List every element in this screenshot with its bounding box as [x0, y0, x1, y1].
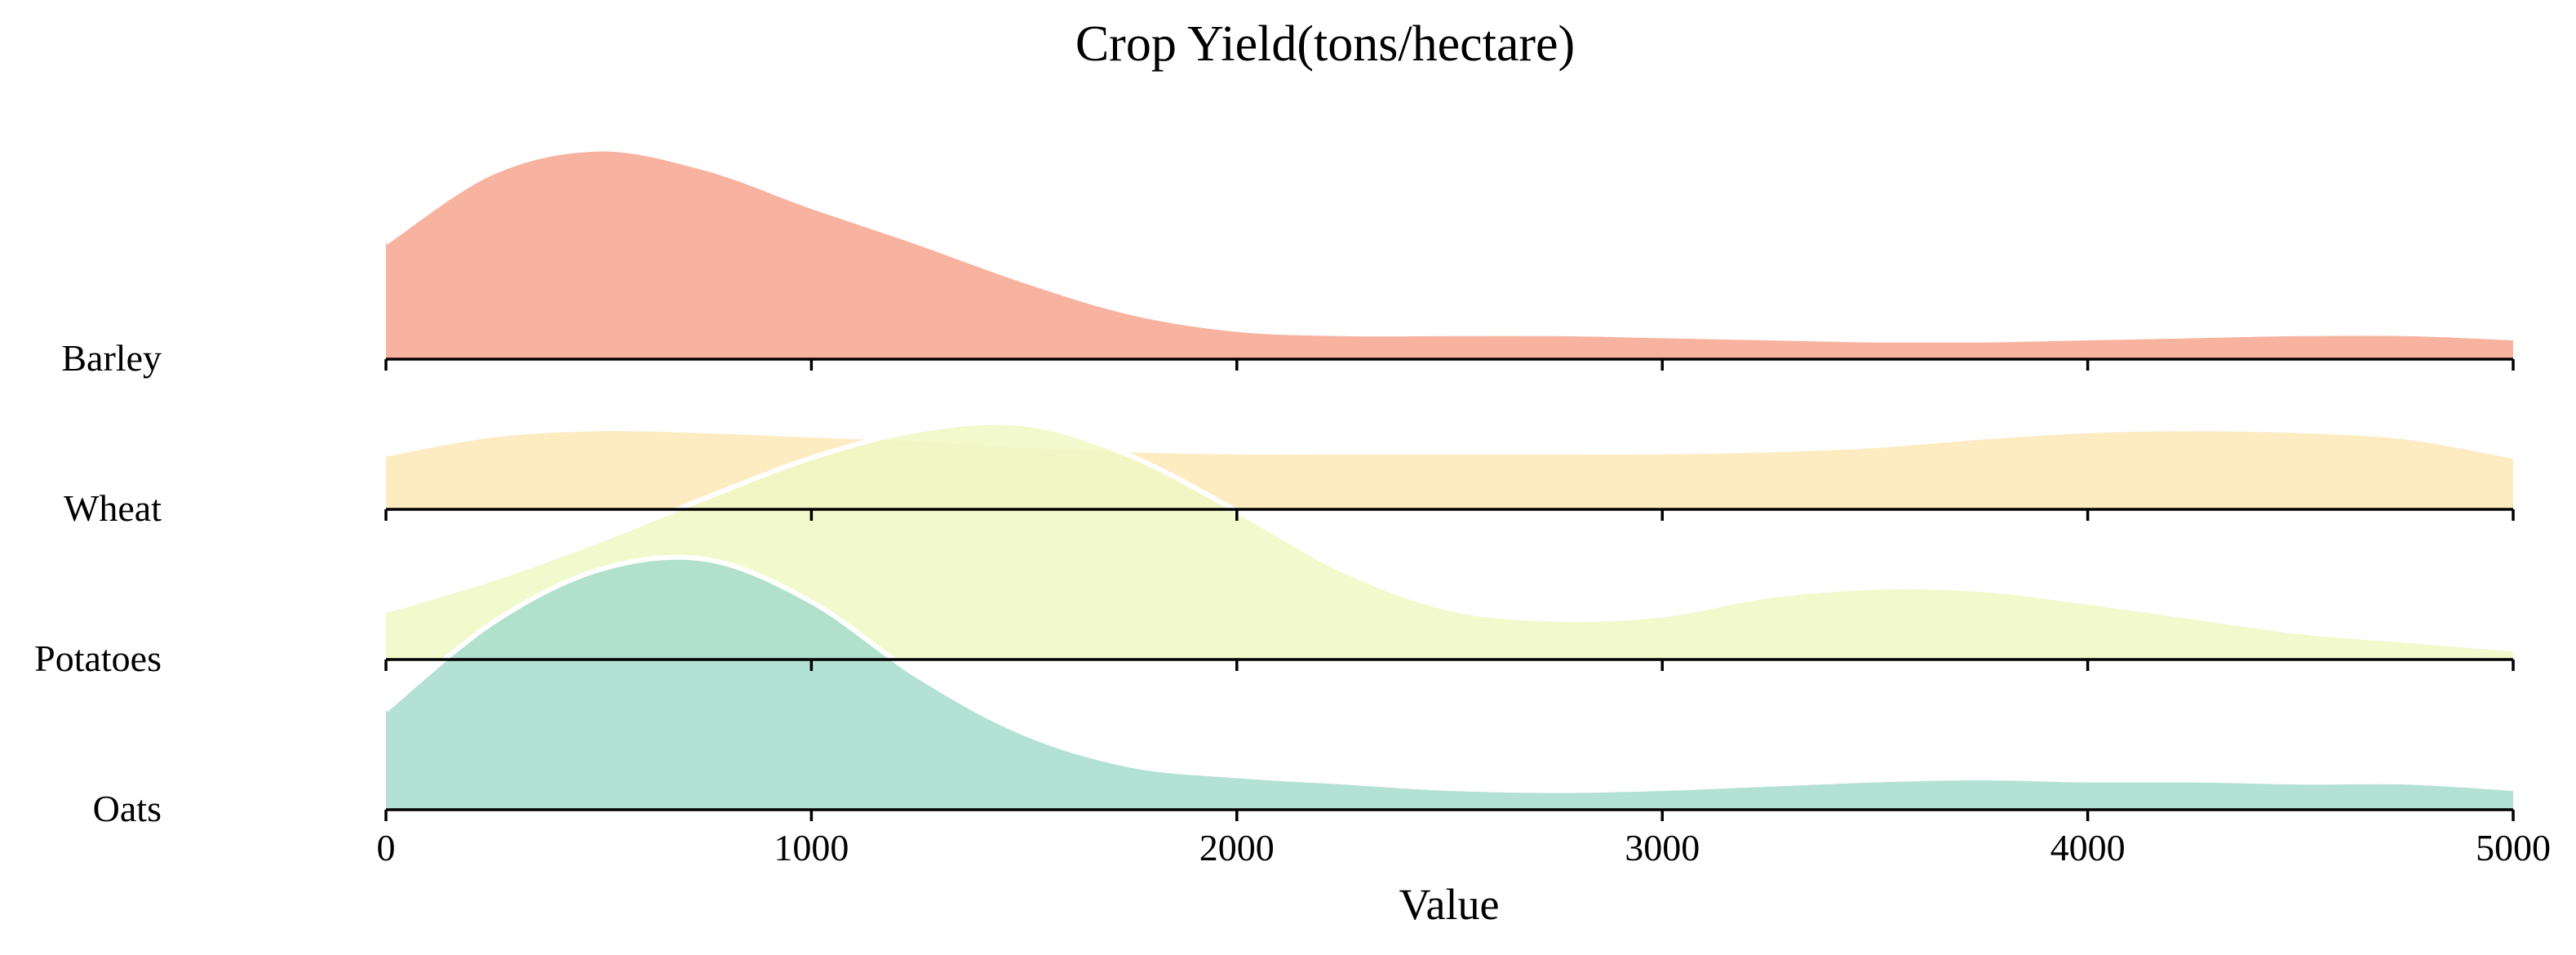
x-tick-label: 1000 [774, 827, 849, 868]
x-tick-label: 5000 [2476, 827, 2551, 868]
row-label-potatoes: Potatoes [34, 637, 162, 679]
ridge-area-oats [386, 557, 2513, 810]
chart-title: Crop Yield(tons/hectare) [1075, 16, 1575, 72]
x-axis-label: Value [1399, 880, 1500, 929]
ridge-outline-barley [384, 146, 2514, 343]
row-label-barley: Barley [61, 337, 162, 379]
axes-layer: Barley Wheat Potatoes Oats 0 1000 2000 3000 4000… [34, 337, 2551, 868]
ridges-layer [384, 146, 2514, 810]
row-label-wheat: Wheat [64, 487, 162, 529]
ridge-outline-oats [384, 554, 2514, 793]
ridge-outline-wheat [385, 425, 2514, 459]
ridge-area-potatoes [386, 422, 2513, 660]
x-tick-label: 2000 [1199, 827, 1275, 868]
x-tick-label: 4000 [2051, 827, 2126, 868]
x-tick-label: 3000 [1625, 827, 1700, 868]
x-tick-label: 0 [377, 827, 396, 868]
ridge-area-barley [386, 149, 2513, 360]
ridge-outline-potatoes [385, 420, 2514, 651]
row-label-oats: Oats [93, 788, 162, 829]
